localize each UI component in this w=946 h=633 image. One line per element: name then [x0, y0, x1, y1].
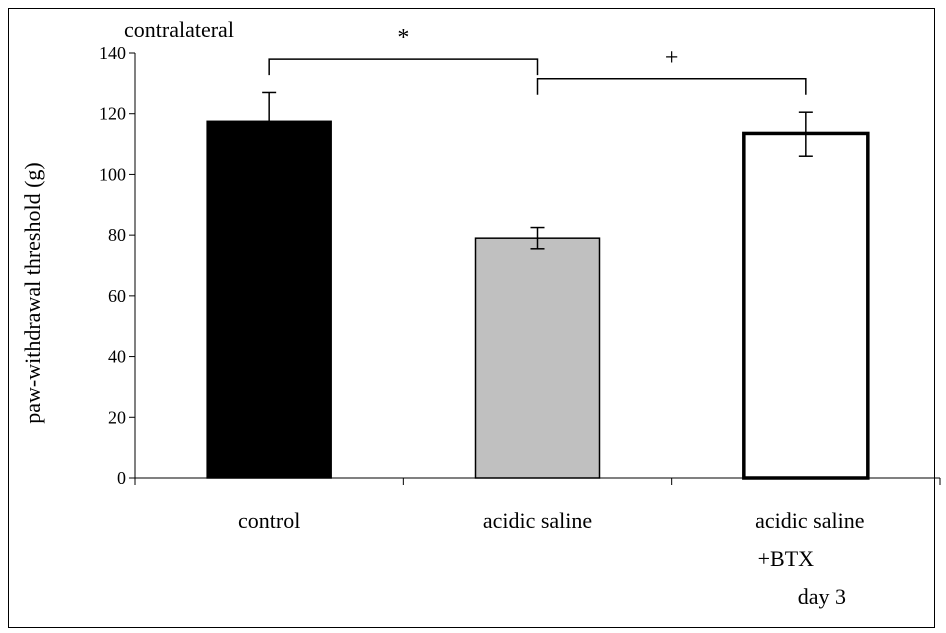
y-tick-label: 40: [108, 347, 126, 367]
bar-2: [742, 131, 870, 480]
significance-bracket: [536, 78, 807, 95]
x-category-label: control: [238, 508, 300, 533]
y-tick-label: 140: [99, 43, 126, 63]
significance-bracket: [268, 58, 539, 76]
significance-asterisk: *: [397, 25, 409, 51]
bar-0: [206, 120, 332, 479]
y-axis-label: paw-withdrawal threshold (g): [20, 162, 45, 423]
y-tick-label: 80: [108, 225, 126, 245]
y-tick-label: 120: [99, 104, 126, 124]
x-category-label: day 3: [798, 584, 846, 609]
y-tick-label: 0: [117, 468, 126, 488]
y-tick-label: 60: [108, 286, 126, 306]
y-tick-label: 100: [99, 164, 126, 184]
x-category-label: +BTX: [758, 546, 815, 571]
x-category-label: acidic saline: [483, 508, 592, 533]
significance-plus: +: [665, 45, 679, 71]
x-category-label: acidic saline: [755, 508, 864, 533]
chart-title: contralateral: [124, 17, 234, 42]
bar-1: [474, 237, 601, 479]
y-tick-label: 20: [108, 407, 126, 427]
